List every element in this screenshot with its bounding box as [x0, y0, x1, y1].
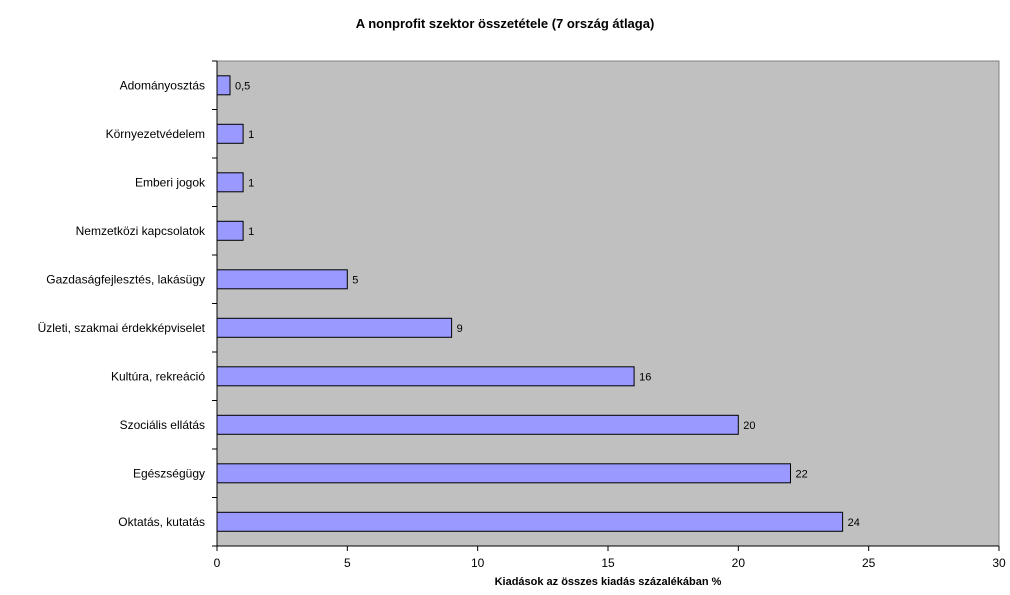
- x-tick-label: 5: [344, 556, 351, 570]
- chart-title: A nonprofit szektor összetétele (7 orszá…: [355, 16, 655, 31]
- data-label: 9: [457, 323, 463, 335]
- x-tick-label: 20: [732, 556, 746, 570]
- data-label: 1: [248, 226, 254, 238]
- data-label: 22: [796, 468, 808, 480]
- category-label: Egészségügy: [133, 466, 205, 480]
- category-label: Környezetvédelem: [106, 127, 205, 141]
- category-label: Gazdaságfejlesztés, lakásügy: [46, 272, 205, 286]
- data-label: 24: [848, 517, 860, 529]
- bar: [216, 511, 844, 532]
- data-label: 20: [743, 420, 755, 432]
- bar: [216, 414, 739, 435]
- category-label: Emberi jogok: [135, 175, 206, 189]
- data-label: 0,5: [235, 80, 250, 92]
- data-label: 5: [352, 274, 358, 286]
- data-label: 1: [248, 129, 254, 141]
- bar: [216, 123, 244, 144]
- category-label: Adományosztás: [120, 78, 205, 92]
- data-label: 16: [639, 371, 651, 383]
- category-label: Szociális ellátás: [120, 418, 205, 432]
- bar: [216, 269, 348, 290]
- x-tick-label: 0: [214, 556, 221, 570]
- x-axis-label: Kiadások az összes kiadás százalékában %: [494, 576, 722, 588]
- bar: [216, 172, 244, 193]
- bar: [216, 317, 453, 338]
- category-label: Oktatás, kutatás: [118, 515, 205, 529]
- data-label: 1: [248, 177, 254, 189]
- x-tick-label: 15: [601, 556, 615, 570]
- bar: [216, 75, 231, 96]
- category-label: Üzleti, szakmai érdekképviselet: [38, 321, 206, 335]
- bar: [216, 220, 244, 241]
- bars-layer: 0,5 1 1 1 5 9 16 20 22 24: [216, 75, 860, 532]
- x-tick-label: 10: [471, 556, 485, 570]
- category-label: Nemzetközi kapcsolatok: [76, 224, 206, 238]
- x-tick-label: 30: [992, 556, 1006, 570]
- bar: [216, 463, 791, 484]
- category-label: Kultúra, rekreáció: [111, 369, 205, 383]
- bar: [216, 366, 635, 387]
- x-tick-label: 25: [862, 556, 876, 570]
- axes-layer: Adományosztás Környezetvédelem Emberi jogo…: [38, 60, 1006, 570]
